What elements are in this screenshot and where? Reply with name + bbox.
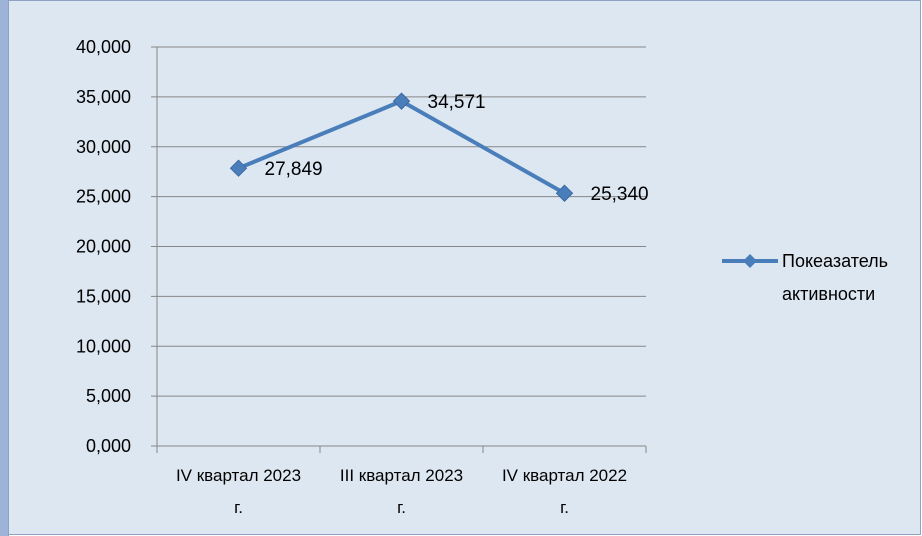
y-tick-label: 30,000 bbox=[76, 137, 131, 157]
y-tick-label: 10,000 bbox=[76, 336, 131, 356]
y-tick-label: 15,000 bbox=[76, 286, 131, 306]
data-point-marker bbox=[229, 159, 248, 177]
y-tick-label: 35,000 bbox=[76, 87, 131, 107]
y-tick-label: 20,000 bbox=[76, 237, 131, 257]
y-tick-label: 25,000 bbox=[76, 187, 131, 207]
x-tick-label: г. bbox=[234, 498, 243, 517]
data-point-marker bbox=[392, 92, 411, 110]
y-tick-label: 40,000 bbox=[76, 37, 131, 57]
data-label: 25,340 bbox=[591, 184, 649, 205]
x-tick-label: III квартал 2023 bbox=[340, 466, 463, 485]
legend-label: активности bbox=[782, 284, 875, 304]
x-tick-label: г. bbox=[397, 498, 406, 517]
legend-marker bbox=[743, 254, 757, 268]
x-tick-label: IV квартал 2023 bbox=[176, 466, 301, 485]
data-point-marker bbox=[555, 184, 574, 202]
y-tick-label: 5,000 bbox=[86, 386, 131, 406]
x-tick-label: IV квартал 2022 bbox=[502, 466, 627, 485]
x-tick-label: г. bbox=[560, 498, 569, 517]
y-tick-label: 0,000 bbox=[86, 436, 131, 456]
data-label: 34,571 bbox=[428, 92, 486, 113]
data-label: 27,849 bbox=[265, 159, 323, 180]
legend-label: Покеазатель bbox=[782, 251, 888, 271]
